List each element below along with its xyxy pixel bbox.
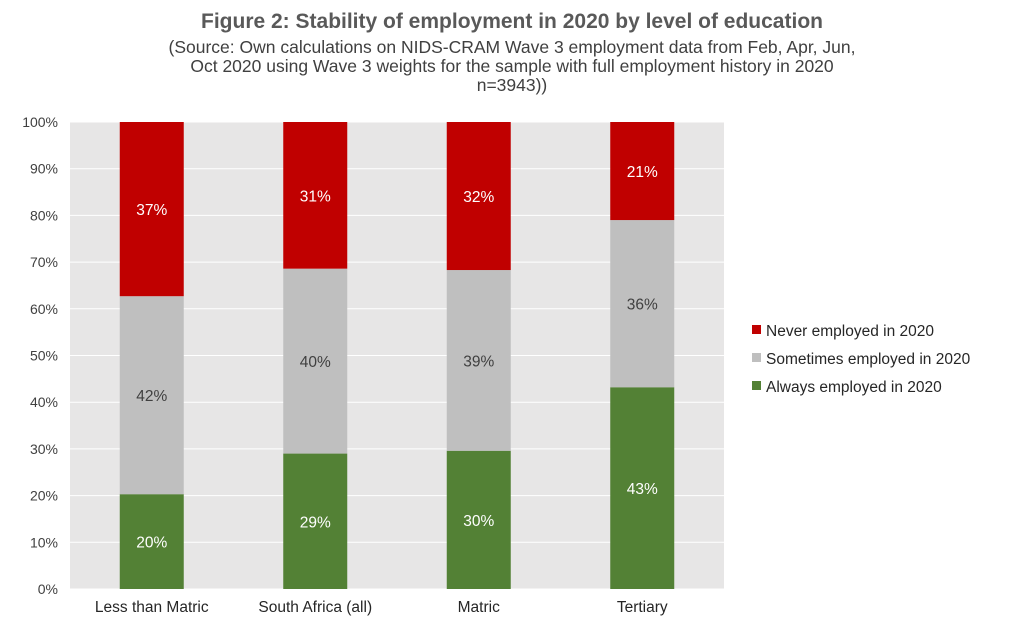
- legend-swatch: [752, 381, 761, 390]
- y-tick-label: 60%: [30, 301, 58, 317]
- x-category-label: Matric: [458, 599, 500, 616]
- legend: Never employed in 2020 Sometimes employed…: [752, 323, 971, 396]
- bar-segment: [610, 387, 675, 589]
- x-category-label: Tertiary: [617, 599, 668, 616]
- data-label: 20%: [136, 535, 167, 552]
- bar-segment: [283, 268, 348, 454]
- y-tick-label: 90%: [30, 161, 58, 177]
- bar-segment: [119, 122, 184, 297]
- x-axis: Less than Matric South Africa (all) Matric…: [95, 599, 668, 616]
- data-label: 31%: [300, 188, 331, 205]
- y-tick-label: 40%: [30, 394, 58, 410]
- chart-subtitle: (Source: Own calculations on NIDS-CRAM W…: [168, 37, 856, 95]
- y-tick-label: 10%: [30, 534, 58, 550]
- legend-label: Sometimes employed in 2020: [766, 351, 971, 368]
- bar-segment: [446, 270, 511, 451]
- y-tick-label: 20%: [30, 488, 58, 504]
- legend-label: Never employed in 2020: [766, 323, 934, 340]
- data-label: 29%: [300, 514, 331, 531]
- x-category-label: Less than Matric: [95, 599, 209, 616]
- data-label: 37%: [136, 202, 167, 219]
- bar-segment: [119, 296, 184, 495]
- data-label: 36%: [627, 297, 658, 314]
- bar-segment: [119, 494, 184, 589]
- bar-segment: [610, 220, 675, 388]
- bar-segment: [446, 450, 511, 589]
- legend-swatch: [752, 353, 761, 362]
- y-tick-label: 80%: [30, 207, 58, 223]
- data-label: 43%: [627, 481, 658, 498]
- bar-segment: [283, 122, 348, 269]
- y-tick-label: 50%: [30, 348, 58, 364]
- bar-segment: [446, 122, 511, 271]
- legend-label: Always employed in 2020: [766, 379, 942, 396]
- y-axis: 0% 10% 20% 30% 40% 50% 60% 70% 80% 90% 100%: [22, 114, 58, 597]
- y-tick-label: 70%: [30, 254, 58, 270]
- data-label: 21%: [627, 164, 658, 181]
- y-tick-label: 30%: [30, 441, 58, 457]
- y-tick-label: 0%: [38, 581, 58, 597]
- data-label: 30%: [463, 513, 494, 530]
- legend-swatch: [752, 325, 761, 334]
- bar-segment: [610, 122, 675, 221]
- data-label: 42%: [136, 388, 167, 405]
- x-category-label: South Africa (all): [258, 599, 372, 616]
- data-label: 39%: [463, 353, 494, 370]
- data-label: 40%: [300, 354, 331, 371]
- data-label: 32%: [463, 189, 494, 206]
- chart-title: Figure 2: Stability of employment in 202…: [201, 10, 823, 33]
- y-tick-label: 100%: [22, 114, 58, 130]
- bars: 20% 42% 37% 29% 40% 31% 30% 39% 32% 43% 36% 21%: [119, 122, 675, 589]
- bar-segment: [283, 453, 348, 589]
